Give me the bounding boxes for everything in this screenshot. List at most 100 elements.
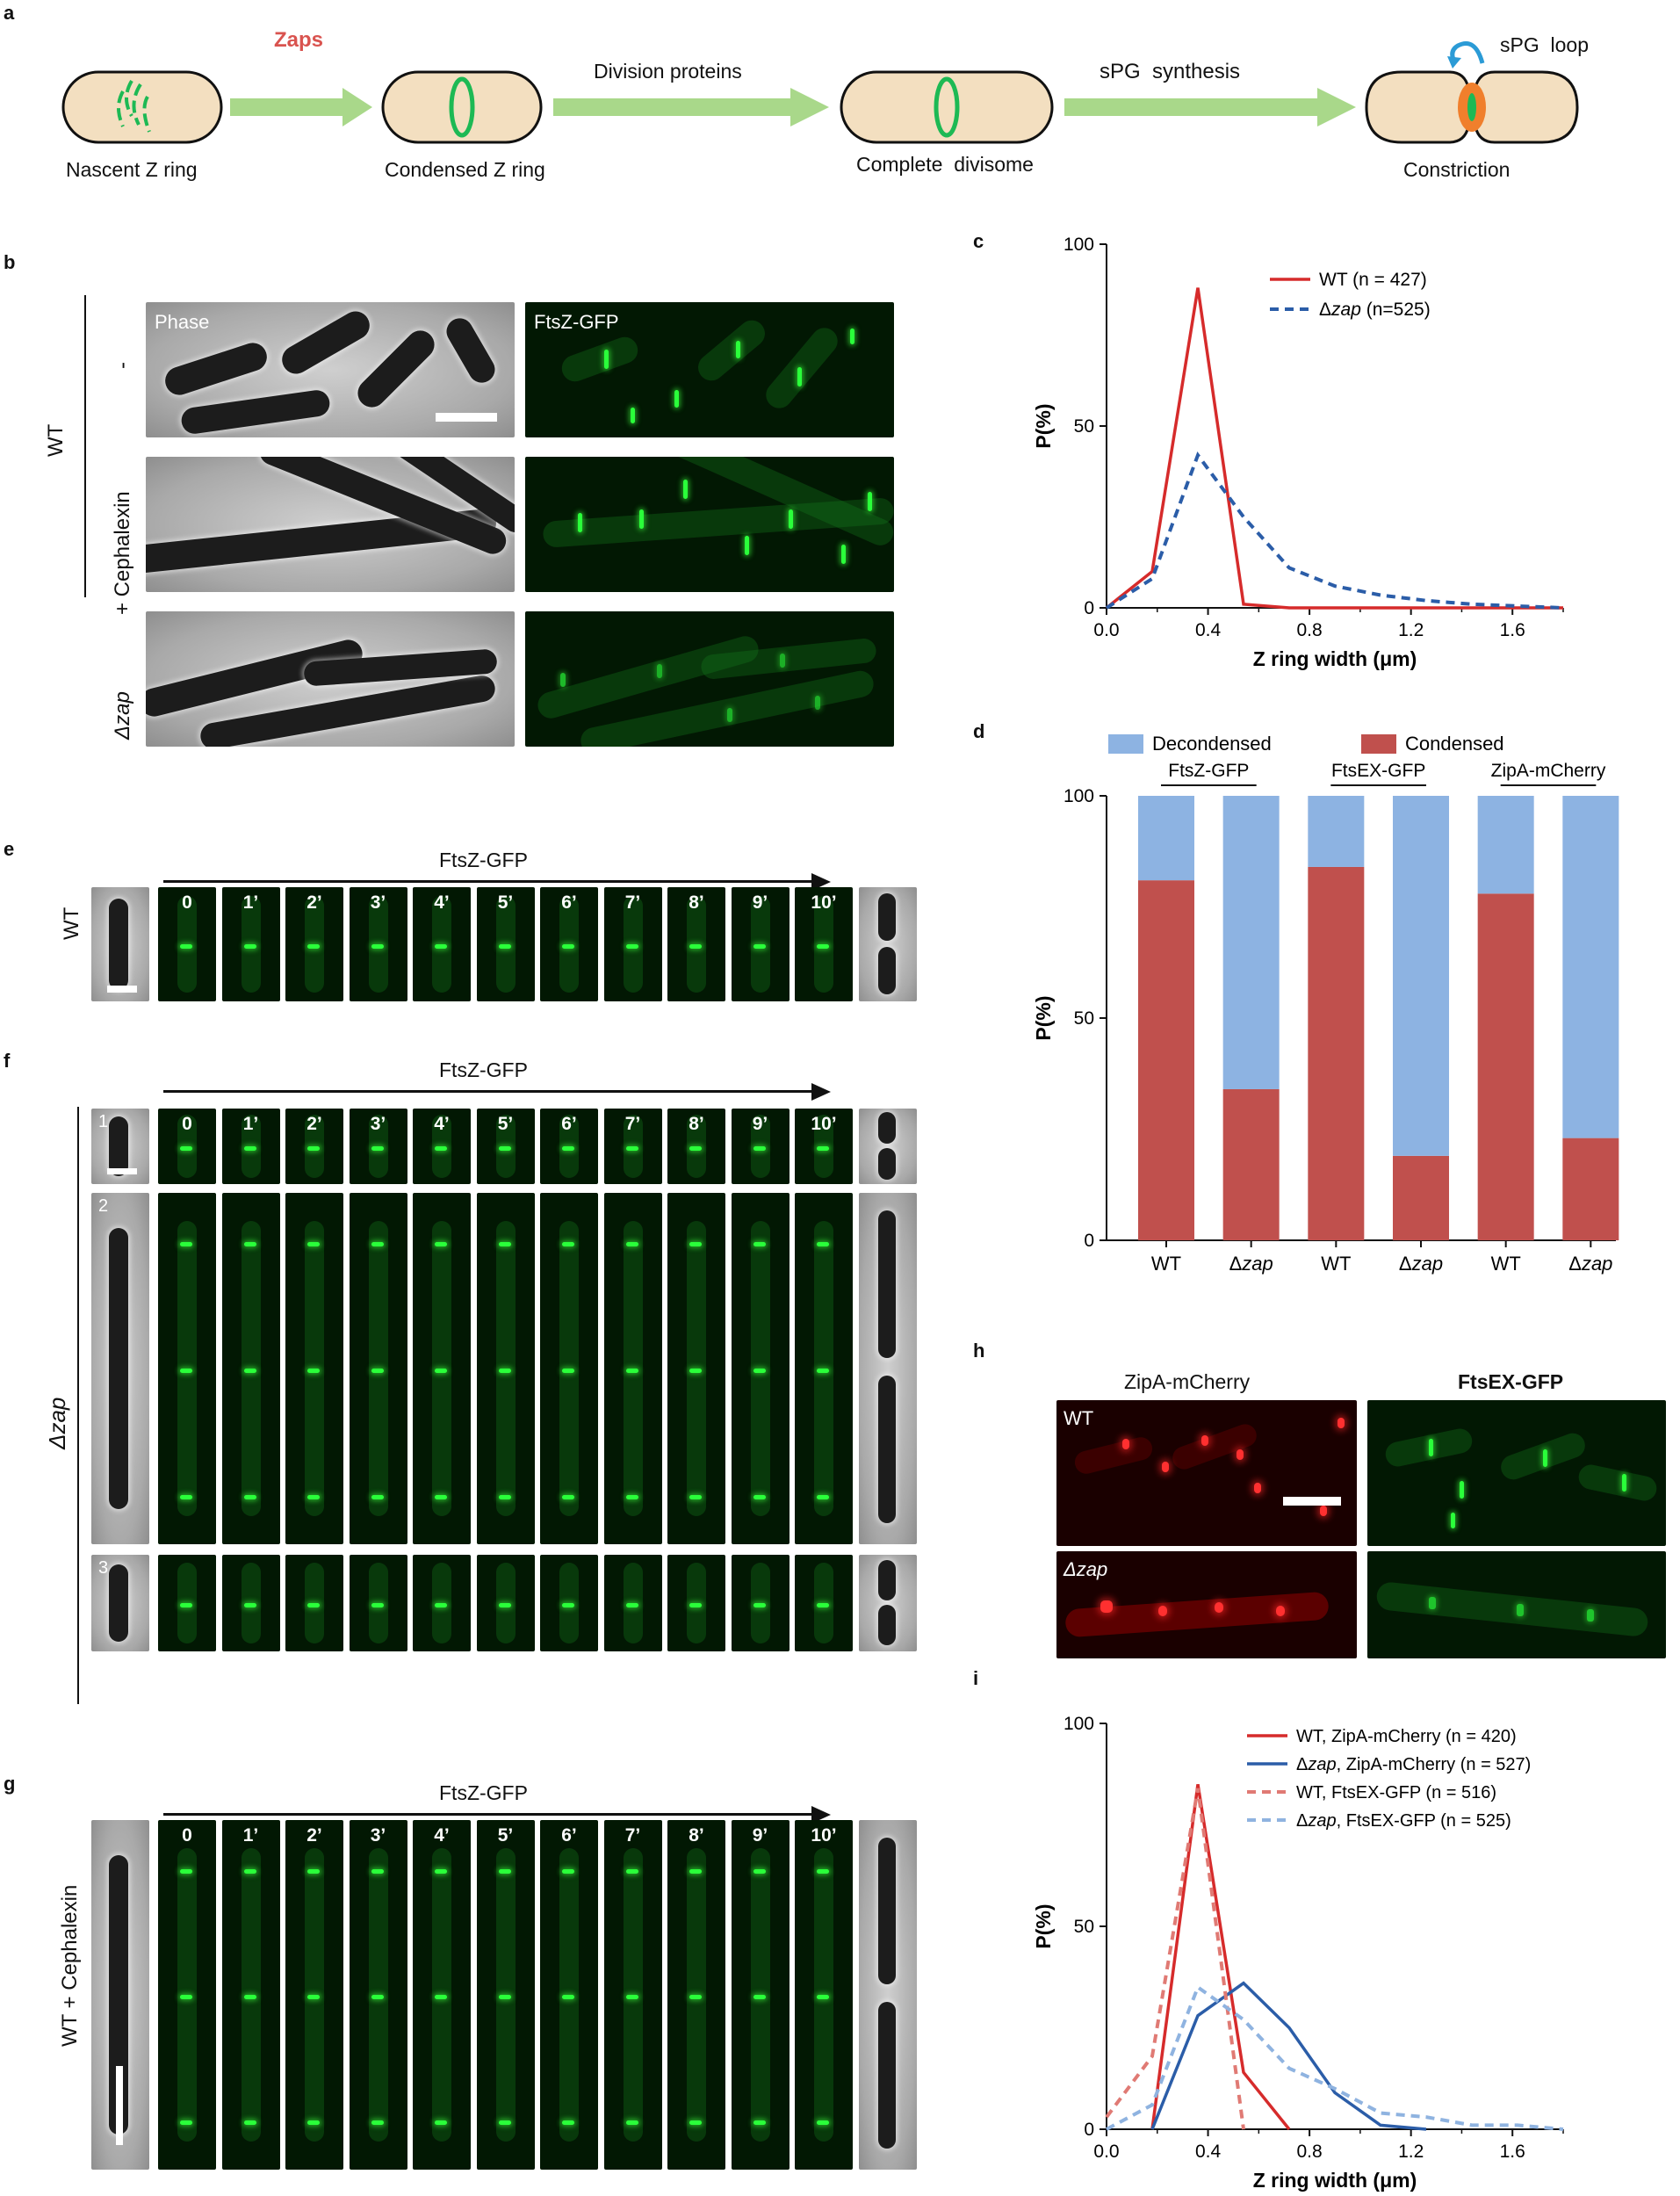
legend-label-condensed: Condensed xyxy=(1405,733,1504,755)
cell-rod xyxy=(495,1847,516,2142)
x-tick-label: 0.4 xyxy=(1195,2142,1222,2162)
gfp-frame: 10’ xyxy=(795,887,853,1001)
time-label: 1’ xyxy=(242,1825,259,1846)
fts-ring xyxy=(625,1495,638,1499)
h-row-dzap: Δzap xyxy=(1064,1558,1108,1580)
fts-ring xyxy=(498,1995,511,1999)
fts-ring xyxy=(625,1369,638,1373)
panel-label-c: c xyxy=(973,230,984,252)
gfp-frame: 5’ xyxy=(476,1109,535,1184)
chart-c: 0.0 0.4 0.8 1.2 1.6 0 50 100 Z ring width (μm) P(… xyxy=(1032,235,1564,670)
scale-bar xyxy=(107,986,137,993)
cell-rod xyxy=(305,896,324,993)
gfp-frame xyxy=(158,1193,216,1544)
fts-ring xyxy=(689,1242,702,1246)
time-label: 3’ xyxy=(370,1114,386,1134)
gfp-frame: 7’ xyxy=(603,1820,662,2170)
cell-rod xyxy=(495,896,516,993)
b-channel-phase: Phase xyxy=(155,311,210,333)
fts-ring xyxy=(307,1242,320,1246)
phase-end xyxy=(859,1193,917,1544)
gfp-frame xyxy=(285,1193,343,1544)
b-phase-untreated: Phase xyxy=(146,302,515,437)
fts-ring xyxy=(562,2120,574,2126)
gfp-frame: 6’ xyxy=(540,1109,598,1184)
y-tick-label: 100 xyxy=(1064,1714,1094,1734)
gfp-frame xyxy=(476,1193,535,1544)
fts-ring xyxy=(562,1146,574,1151)
x-tick-label: 1.2 xyxy=(1398,620,1424,640)
legend-swatch-condensed xyxy=(1361,734,1396,754)
x-tick-label: 1.6 xyxy=(1500,620,1525,640)
stage-label-condensed: Condensed Z ring xyxy=(385,158,545,181)
gfp-frame: 0 xyxy=(158,1820,216,2170)
fts-ring xyxy=(371,2120,384,2126)
b-gfp-dzap xyxy=(525,611,894,747)
spg-loop-arrow-icon xyxy=(1450,41,1485,64)
f-group-bracket xyxy=(77,1107,79,1704)
panel-label-g: g xyxy=(4,1773,16,1795)
series-line-1 xyxy=(1105,287,1563,610)
time-label: 0 xyxy=(182,1114,192,1134)
constriction-ring xyxy=(1467,93,1476,121)
cell-rod xyxy=(241,1562,261,1644)
fts-ring xyxy=(307,1146,320,1151)
fts-ring xyxy=(562,1603,574,1607)
stage-label-divisome: Complete divisome xyxy=(856,153,1034,176)
group-label: ZipA-mCherry xyxy=(1491,761,1606,781)
gfp-frame: 8’ xyxy=(667,1109,725,1184)
h-channel-zipa: ZipA-mCherry xyxy=(1124,1370,1251,1393)
gfp-frame xyxy=(349,1555,407,1651)
x-tick-label: WT xyxy=(1151,1253,1181,1275)
fts-ring xyxy=(180,1495,192,1499)
cell-rod xyxy=(623,1114,643,1179)
time-label: 10’ xyxy=(811,892,837,913)
group-label: FtsEX-GFP xyxy=(1331,761,1425,781)
daughter-rod xyxy=(878,1559,896,1600)
arrow-label-spg-synthesis: sPG synthesis xyxy=(1100,60,1241,83)
gfp-frame: 2’ xyxy=(285,1820,343,2170)
bar-condensed xyxy=(1308,866,1365,1240)
fts-ring xyxy=(625,1868,638,1874)
cell-number: 1 xyxy=(98,1112,109,1131)
panel-label-e: e xyxy=(4,838,15,860)
fts-ring xyxy=(307,944,320,949)
cell-number: 2 xyxy=(98,1196,109,1216)
cell-rod xyxy=(750,1562,770,1644)
fts-ring xyxy=(307,1995,320,1999)
gfp-frame xyxy=(158,1555,216,1651)
bar-decondensed xyxy=(1562,796,1619,1138)
y-tick-label: 50 xyxy=(1074,416,1094,437)
legend-label-3: WT, FtsEX-GFP (n = 516) xyxy=(1296,1783,1496,1802)
cell-rod xyxy=(814,1847,833,2142)
fts-ring xyxy=(689,1369,702,1373)
y-tick-label: 0 xyxy=(1084,598,1094,618)
fts-ring xyxy=(689,1868,702,1874)
series-line-2 xyxy=(1105,451,1564,610)
cell-rod xyxy=(750,1847,770,2142)
fts-ring xyxy=(180,1146,192,1151)
fts-ring xyxy=(435,1868,447,1874)
cell-rod xyxy=(432,1847,451,2142)
gfp-frame: 3’ xyxy=(349,1820,407,2170)
time-label: 8’ xyxy=(689,892,704,913)
gfp-frame xyxy=(540,1193,598,1544)
panel-label-d: d xyxy=(973,720,985,742)
loop-label: sPG loop xyxy=(1500,33,1589,56)
fts-ring xyxy=(817,1995,829,1999)
y-tick-label: 50 xyxy=(1074,1917,1094,1937)
b-row-label-dzap: Δzap xyxy=(111,691,134,740)
gfp-frame xyxy=(603,1555,662,1651)
bar-decondensed xyxy=(1308,796,1365,867)
cell-rod xyxy=(109,1854,128,2135)
gfp-frame: 9’ xyxy=(731,1820,790,2170)
cell-rod xyxy=(814,896,833,993)
phase-end xyxy=(859,1820,917,2170)
cell-rod xyxy=(559,896,579,993)
fts-ring xyxy=(625,1242,638,1246)
b-gfp-cephalexin xyxy=(525,457,894,592)
fts-ring xyxy=(435,1603,447,1607)
time-arrow xyxy=(163,880,813,883)
bar-condensed xyxy=(1477,893,1534,1240)
time-label: 3’ xyxy=(370,1825,386,1846)
